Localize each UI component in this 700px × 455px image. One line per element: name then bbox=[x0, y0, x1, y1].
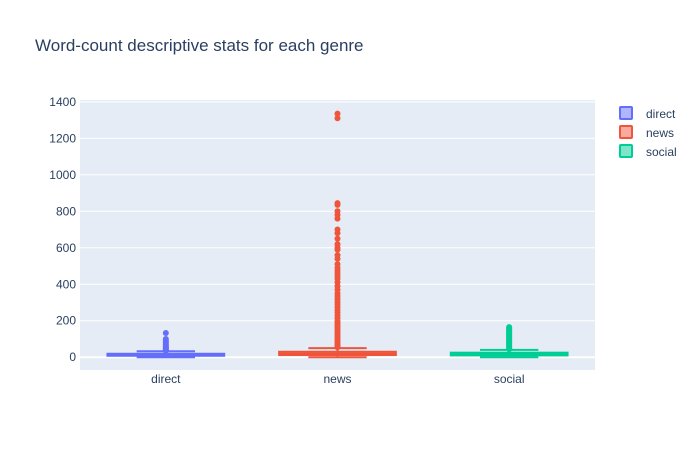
box-news[interactable] bbox=[278, 110, 397, 359]
outlier-point[interactable] bbox=[334, 226, 341, 233]
y-axis-ticks: 0 200 400 600 800 1000 1200 1400 bbox=[49, 95, 76, 364]
legend-swatch bbox=[619, 144, 633, 158]
chart-title: Word-count descriptive stats for each ge… bbox=[35, 36, 364, 55]
legend-item-direct[interactable]: direct bbox=[619, 106, 676, 121]
legend[interactable]: direct news social bbox=[619, 106, 677, 159]
outlier-point[interactable] bbox=[334, 200, 341, 207]
box-series bbox=[106, 110, 569, 359]
y-tick-label: 600 bbox=[56, 241, 76, 255]
x-tick-label: social bbox=[494, 372, 525, 386]
legend-swatch bbox=[619, 125, 633, 139]
y-tick-label: 200 bbox=[56, 314, 76, 328]
legend-swatch bbox=[619, 106, 633, 120]
x-axis-ticks: direct news social bbox=[151, 372, 524, 386]
y-tick-label: 0 bbox=[69, 350, 76, 364]
y-tick-label: 1400 bbox=[49, 95, 76, 109]
legend-label: news bbox=[646, 126, 674, 140]
outlier-point[interactable] bbox=[334, 110, 341, 117]
legend-item-news[interactable]: news bbox=[619, 125, 674, 140]
outlier-point[interactable] bbox=[334, 241, 341, 248]
box-social[interactable] bbox=[449, 324, 569, 359]
x-tick-label: news bbox=[323, 372, 351, 386]
legend-label: social bbox=[646, 145, 677, 159]
y-tick-label: 1000 bbox=[49, 168, 76, 182]
outlier-point[interactable] bbox=[334, 252, 341, 259]
outlier-point[interactable] bbox=[334, 235, 341, 242]
y-tick-label: 800 bbox=[56, 204, 76, 218]
outlier-point[interactable] bbox=[506, 324, 513, 331]
x-tick-label: direct bbox=[151, 372, 181, 386]
outlier-point[interactable] bbox=[334, 208, 341, 215]
outlier-point[interactable] bbox=[162, 329, 169, 336]
legend-item-social[interactable]: social bbox=[619, 144, 677, 159]
y-tick-label: 400 bbox=[56, 277, 76, 291]
box-direct[interactable] bbox=[106, 329, 226, 359]
y-tick-label: 1200 bbox=[49, 131, 76, 145]
outlier-point[interactable] bbox=[334, 115, 341, 122]
legend-label: direct bbox=[646, 107, 676, 121]
outlier-point[interactable] bbox=[162, 335, 169, 342]
outlier-point[interactable] bbox=[334, 261, 341, 268]
